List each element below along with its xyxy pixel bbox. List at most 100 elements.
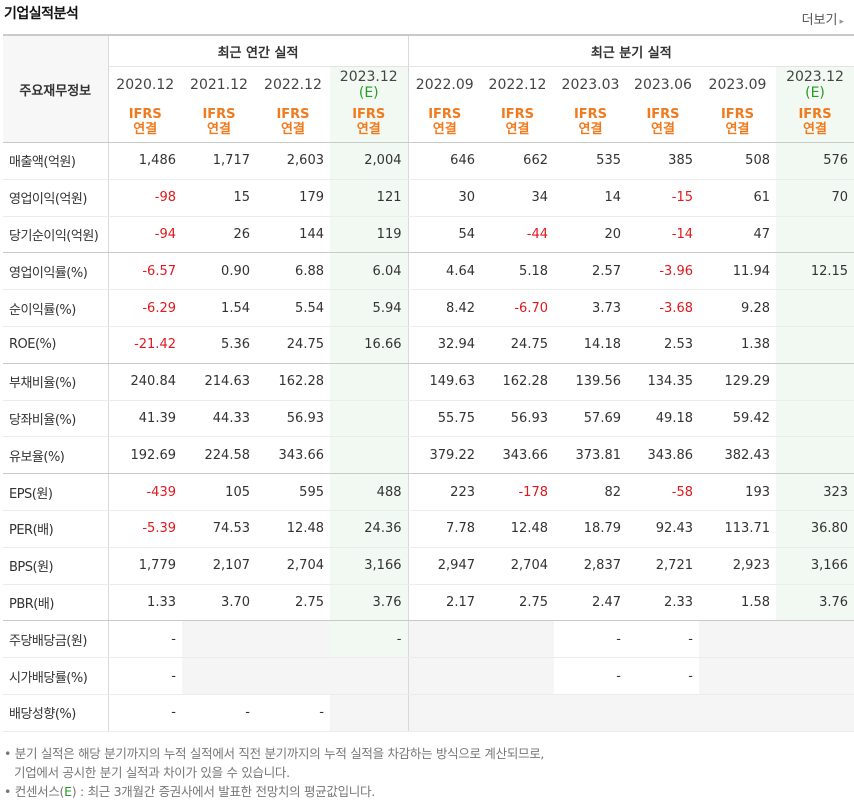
value-cell: 488 — [330, 473, 408, 511]
value-cell: 12.48 — [481, 510, 554, 548]
row-label: 유보율(%) — [3, 436, 109, 475]
value-cell — [182, 657, 256, 695]
value-cell: -58 — [627, 473, 699, 511]
value-cell: 2,603 — [256, 142, 330, 180]
value-cell: - — [627, 657, 699, 695]
value-cell: 2.47 — [554, 584, 627, 622]
value-cell: 47 — [699, 216, 776, 254]
footnotes: • 분기 실적은 해당 분기까지의 누적 실적에서 직전 분기까지의 누적 실적… — [4, 744, 544, 801]
value-cell: 30 — [407, 179, 481, 217]
value-cell: 149.63 — [407, 363, 481, 401]
consolidation-label: 연결 — [505, 122, 530, 137]
ifrs-label: IFRS — [798, 107, 832, 122]
table-row: 당기순이익(억원) -94 26 144 119 54 -44 20 -14 47 — [3, 216, 854, 254]
value-cell: 179 — [256, 179, 330, 217]
period-date-text: 2023.12 — [339, 68, 398, 85]
value-cell: -439 — [108, 473, 182, 511]
period-basis: IFRS 연결 — [407, 102, 481, 143]
value-cell: 3,166 — [330, 547, 408, 585]
ifrs-label: IFRS — [428, 107, 462, 122]
value-cell: 193 — [699, 473, 776, 511]
financial-table: 주요재무정보 최근 연간 실적 최근 분기 실적 2020.12 2021.12 2… — [3, 34, 854, 732]
value-cell — [554, 694, 627, 732]
table-row: 유보율(%) 192.69 224.58 343.66 379.22 343.66 373.… — [3, 436, 854, 475]
value-cell: 1,486 — [108, 142, 182, 180]
row-label: 매출액(억원) — [3, 142, 109, 180]
row-label: 당기순이익(억원) — [3, 216, 109, 254]
period-date-text: 2022.09 — [415, 76, 474, 93]
value-cell: 54 — [407, 216, 481, 254]
ifrs-label: IFRS — [202, 107, 236, 122]
value-cell: -15 — [627, 179, 699, 217]
value-cell: 74.53 — [182, 510, 256, 548]
value-cell: 343.66 — [256, 436, 330, 475]
value-cell — [407, 694, 481, 732]
value-cell: 382.43 — [699, 436, 776, 475]
value-cell: 121 — [330, 179, 408, 217]
row-label: 시가배당률(%) — [3, 657, 109, 695]
value-cell: 1.38 — [699, 326, 776, 364]
value-cell: - — [554, 657, 627, 695]
period-date: 2023.03 — [554, 67, 627, 103]
value-cell: 9.28 — [699, 289, 776, 327]
table-row: 영업이익률(%) -6.57 0.90 6.88 6.04 4.64 5.18 2.57 -3.… — [3, 252, 854, 291]
period-date: 2020.12 — [108, 67, 182, 103]
value-cell: - — [554, 620, 627, 659]
row-label: ROE(%) — [3, 326, 109, 364]
value-cell: - — [256, 694, 330, 732]
value-cell: 34 — [481, 179, 554, 217]
value-cell — [481, 620, 554, 659]
table-row: PER(배) -5.39 74.53 12.48 24.36 7.78 12.48 18.79… — [3, 510, 854, 548]
value-cell: 5.54 — [256, 289, 330, 327]
value-cell: 535 — [554, 142, 627, 180]
value-cell: 5.36 — [182, 326, 256, 364]
value-cell: 24.75 — [256, 326, 330, 364]
value-cell: 24.75 — [481, 326, 554, 364]
value-cell — [776, 400, 854, 438]
value-cell: 343.86 — [627, 436, 699, 475]
row-label: 영업이익률(%) — [3, 252, 109, 291]
row-label: 영업이익(억원) — [3, 179, 109, 217]
estimate-mark: (E) — [358, 84, 379, 101]
value-cell — [776, 694, 854, 732]
value-cell: - — [108, 620, 182, 659]
value-cell: 192.69 — [108, 436, 182, 475]
value-cell — [256, 620, 330, 659]
ifrs-label: IFRS — [646, 107, 680, 122]
ifrs-label: IFRS — [128, 107, 162, 122]
period-basis: IFRS 연결 — [481, 102, 554, 143]
value-cell: 3.73 — [554, 289, 627, 327]
row-label: PBR(배) — [3, 584, 109, 622]
value-cell: 59.42 — [699, 400, 776, 438]
value-cell: 646 — [407, 142, 481, 180]
group-quarter: 최근 분기 실적 — [407, 35, 854, 67]
value-cell: 8.42 — [407, 289, 481, 327]
period-basis: IFRS 연결 — [108, 102, 182, 143]
table-row: ROE(%) -21.42 5.36 24.75 16.66 32.94 24.75 14.1… — [3, 326, 854, 364]
value-cell: 57.69 — [554, 400, 627, 438]
value-cell: 379.22 — [407, 436, 481, 475]
period-date: 2023.12 (E) — [776, 66, 854, 102]
ifrs-label: IFRS — [573, 107, 608, 122]
more-link[interactable]: 더보기 ▸ — [802, 9, 844, 28]
value-cell — [330, 657, 408, 695]
row-label: 주당배당금(원) — [3, 620, 109, 659]
table-row: 부채비율(%) 240.84 214.63 162.28 149.63 162.28 139… — [3, 363, 854, 401]
ifrs-label: IFRS — [720, 107, 755, 122]
value-cell: 162.28 — [481, 363, 554, 401]
table-row: 영업이익(억원) -98 15 179 121 30 34 14 -15 61 70 — [3, 179, 854, 217]
value-cell — [182, 620, 256, 659]
value-cell: 129.29 — [699, 363, 776, 401]
table-row: 순이익률(%) -6.29 1.54 5.54 5.94 8.42 -6.70 3.73 -3.… — [3, 289, 854, 327]
value-cell: 2.57 — [554, 252, 627, 291]
table-row: 배당성향(%) - - - — [3, 694, 854, 732]
value-cell — [776, 620, 854, 659]
value-cell: 2,107 — [182, 547, 256, 585]
group-annual: 최근 연간 실적 — [108, 35, 408, 67]
value-cell — [776, 363, 854, 401]
value-cell — [256, 657, 330, 695]
value-cell: -94 — [108, 216, 182, 254]
value-cell: - — [182, 694, 256, 732]
consolidation-label: 연결 — [133, 122, 158, 137]
value-cell: 508 — [699, 142, 776, 180]
